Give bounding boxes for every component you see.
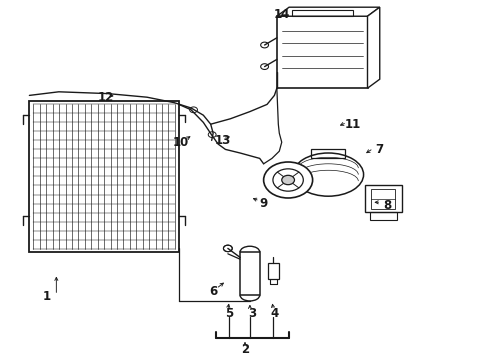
Text: 8: 8 bbox=[383, 199, 391, 212]
Text: 5: 5 bbox=[225, 307, 233, 320]
Circle shape bbox=[264, 162, 313, 198]
Text: 10: 10 bbox=[173, 136, 190, 149]
Bar bbox=[277, 16, 368, 88]
Polygon shape bbox=[277, 7, 380, 16]
Text: 3: 3 bbox=[248, 307, 256, 320]
Text: 11: 11 bbox=[344, 118, 361, 131]
Text: 4: 4 bbox=[270, 307, 278, 320]
Circle shape bbox=[282, 175, 294, 185]
Bar bbox=[268, 263, 279, 279]
Bar bbox=[365, 185, 402, 212]
Circle shape bbox=[208, 132, 216, 138]
Text: 2: 2 bbox=[241, 343, 249, 356]
Bar bbox=[292, 10, 353, 16]
Bar bbox=[311, 149, 345, 158]
Text: 12: 12 bbox=[97, 91, 114, 104]
Bar bbox=[370, 212, 397, 220]
Bar bbox=[371, 189, 395, 209]
Text: 13: 13 bbox=[215, 134, 231, 147]
Circle shape bbox=[190, 107, 197, 113]
Bar bbox=[29, 101, 179, 252]
Text: 6: 6 bbox=[209, 285, 217, 298]
Ellipse shape bbox=[293, 153, 364, 196]
Text: 9: 9 bbox=[260, 197, 268, 210]
Text: 7: 7 bbox=[376, 143, 384, 156]
Text: 14: 14 bbox=[273, 8, 290, 21]
Bar bbox=[240, 252, 260, 295]
Text: 1: 1 bbox=[43, 291, 50, 303]
Polygon shape bbox=[368, 7, 380, 88]
